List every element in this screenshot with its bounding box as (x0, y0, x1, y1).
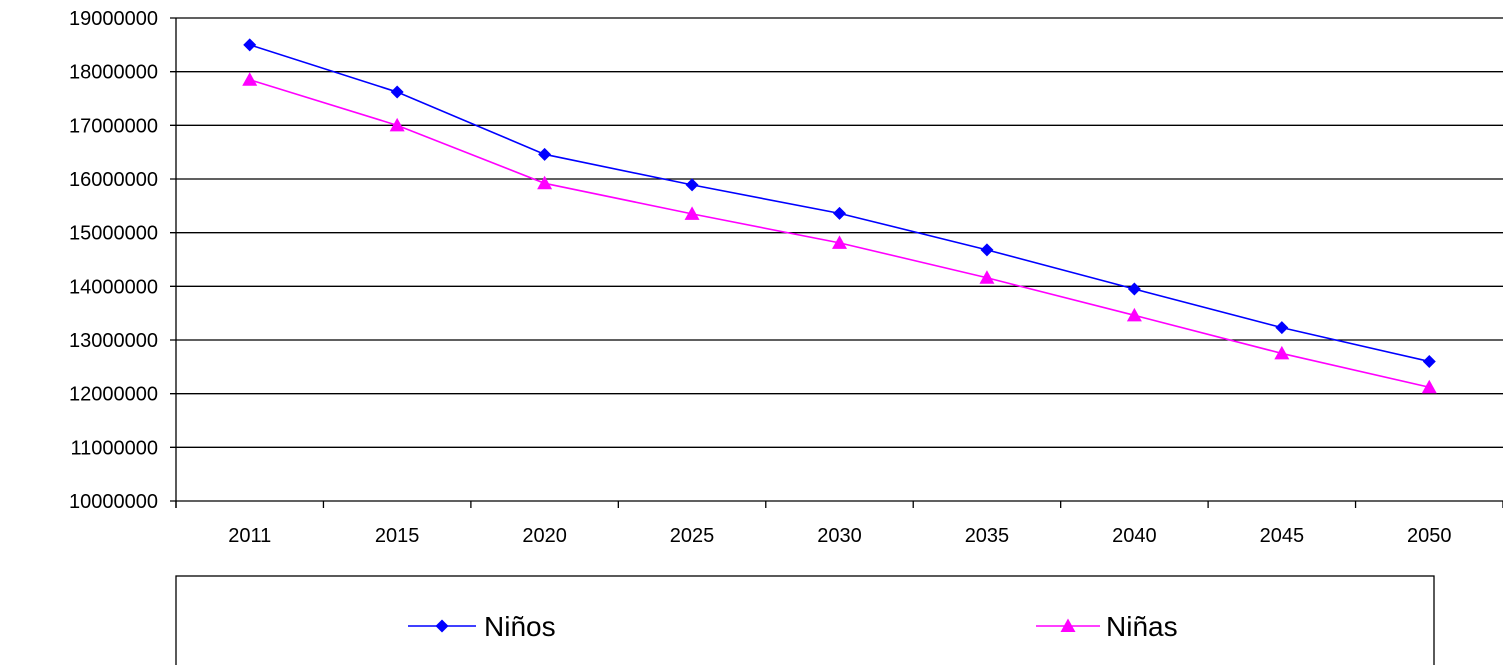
legend-label: Niños (484, 611, 556, 642)
data-point (1422, 354, 1436, 368)
y-tick-label: 10000000 (69, 491, 158, 513)
y-tick-label: 15000000 (69, 223, 158, 245)
data-point (390, 85, 404, 99)
y-tick-label: 11000000 (71, 437, 159, 459)
data-point (537, 175, 553, 190)
y-tick-label: 18000000 (69, 62, 158, 84)
data-point (979, 270, 995, 284)
legend-item: Niños (408, 611, 556, 642)
x-tick-label: 2015 (375, 525, 420, 547)
data-point (980, 243, 994, 257)
y-tick-label: 14000000 (69, 276, 158, 298)
x-tick-label: 2035 (965, 525, 1010, 547)
y-tick-label: 12000000 (69, 384, 158, 406)
x-tick-label: 2040 (1112, 525, 1157, 547)
data-point (389, 117, 405, 132)
legend-box (175, 575, 1435, 670)
y-tick-label: 16000000 (69, 169, 158, 191)
data-point (242, 72, 258, 86)
legend: Niños Niñas (175, 575, 1435, 670)
data-point (684, 206, 700, 220)
series-1 (243, 38, 1436, 368)
data-point (1275, 321, 1289, 335)
x-tick-label: 2030 (817, 525, 862, 547)
data-point (832, 235, 847, 249)
series-line (249, 44, 1430, 363)
x-tick-label: 2020 (522, 525, 567, 547)
y-tick-label: 17000000 (69, 115, 158, 137)
data-point (833, 206, 846, 220)
legend-label: Niñas (1106, 611, 1178, 642)
data-point (685, 178, 699, 192)
legend-item: Niñas (1036, 611, 1178, 642)
x-tick-label: 2011 (228, 525, 271, 547)
data-point (538, 147, 552, 161)
axes: 10000000 11000000 12000000 13000000 14000000… (69, 8, 1503, 547)
series (242, 38, 1437, 394)
series-2 (242, 72, 1437, 394)
legend-marker (435, 619, 449, 633)
data-point (1421, 379, 1437, 394)
data-point (1274, 345, 1290, 360)
data-point (243, 38, 257, 52)
y-tick-label: 13000000 (69, 330, 158, 352)
x-tick-label: 2025 (670, 525, 715, 547)
gridlines (170, 17, 1503, 502)
y-tick-label: 19000000 (69, 8, 158, 30)
legend-marker (1060, 618, 1076, 632)
data-point (1126, 307, 1142, 322)
x-tick-label: 2045 (1260, 525, 1305, 547)
x-tick-label: 2050 (1407, 525, 1452, 547)
data-point (1127, 282, 1141, 296)
